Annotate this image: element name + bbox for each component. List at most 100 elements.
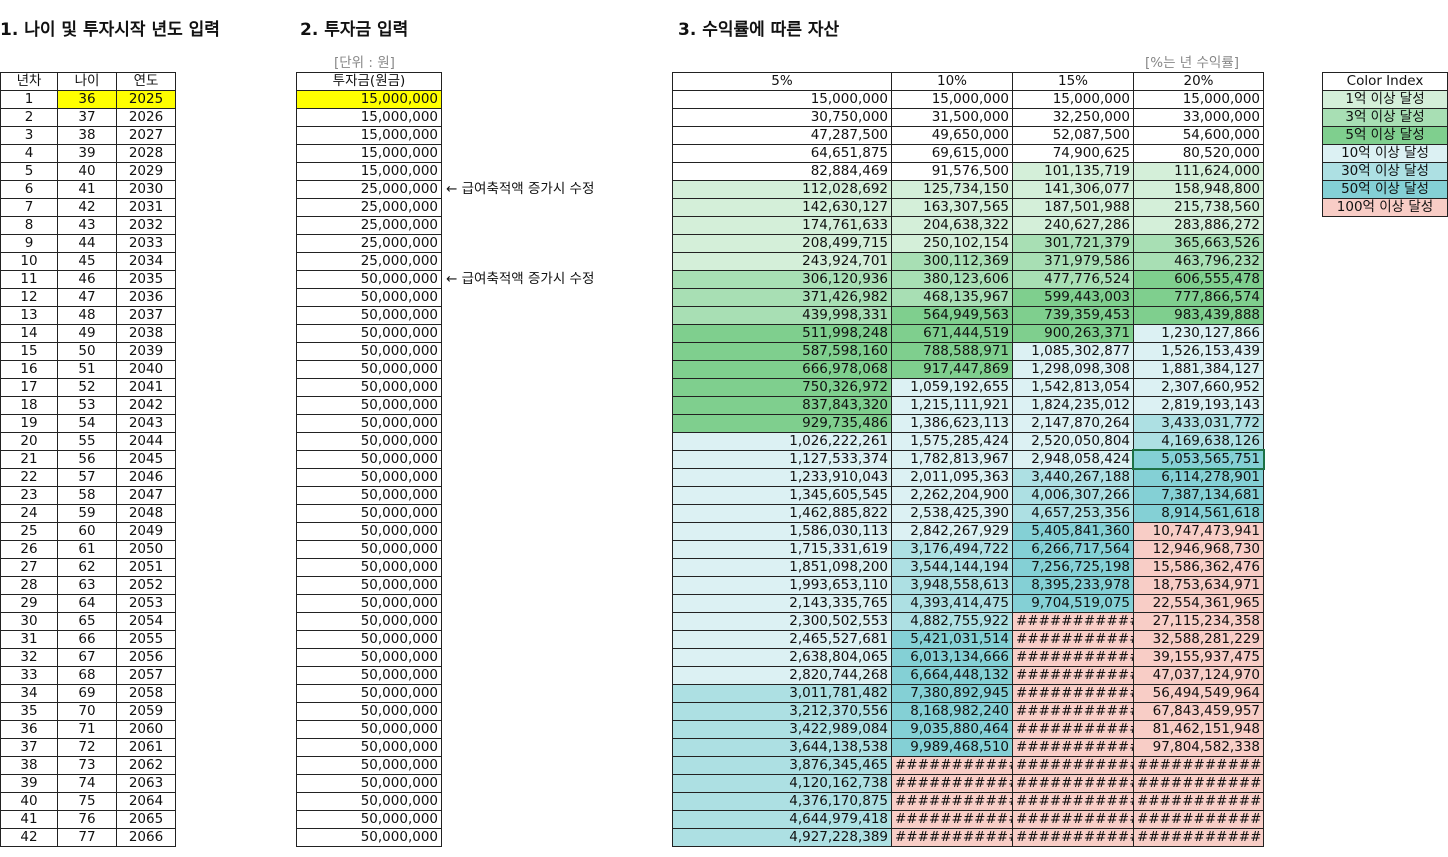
- cell: 9,035,880,464: [891, 720, 1013, 739]
- cell: 59: [57, 504, 117, 523]
- rate-note: [%는 년 수익률]: [1145, 55, 1240, 71]
- cell: 9: [0, 234, 58, 253]
- cell: 240,627,286: [1012, 216, 1134, 235]
- cell: 2048: [116, 504, 176, 523]
- cell: 73: [57, 756, 117, 775]
- cell: 23: [0, 486, 58, 505]
- cell: 2053: [116, 594, 176, 613]
- cell: 75: [57, 792, 117, 811]
- cell: 983,439,888: [1133, 306, 1264, 325]
- cell: 38: [0, 756, 58, 775]
- cell: 301,721,379: [1012, 234, 1134, 253]
- cell: 50,000,000: [296, 558, 442, 577]
- cell: 22: [0, 468, 58, 487]
- cell: 22,554,361,965: [1133, 594, 1264, 613]
- cell: 52,087,500: [1012, 126, 1134, 145]
- cell: 17: [0, 378, 58, 397]
- cell: 13: [0, 306, 58, 325]
- cell: 12: [0, 288, 58, 307]
- cell: 68: [57, 666, 117, 685]
- cell: 54: [57, 414, 117, 433]
- cell: 2,842,267,929: [891, 522, 1013, 541]
- cell: 50,000,000: [296, 378, 442, 397]
- cell: 1,881,384,127: [1133, 360, 1264, 379]
- legend-item: 30억 이상 달성: [1322, 162, 1448, 181]
- cell: 671,444,519: [891, 324, 1013, 343]
- cell: 666,978,068: [672, 360, 892, 379]
- legend-item: 5억 이상 달성: [1322, 126, 1448, 145]
- cell: 32,250,000: [1012, 108, 1134, 127]
- cell: 2059: [116, 702, 176, 721]
- cell: 208,499,715: [672, 234, 892, 253]
- cell: 15,000,000: [891, 90, 1013, 109]
- cell: 61: [57, 540, 117, 559]
- cell: 44: [57, 234, 117, 253]
- cell: 50,000,000: [296, 522, 442, 541]
- cell: ###########: [1133, 792, 1264, 811]
- cell: 91,576,500: [891, 162, 1013, 181]
- cell: 31: [0, 630, 58, 649]
- cell: 2040: [116, 360, 176, 379]
- cell: 1,526,153,439: [1133, 342, 1264, 361]
- cell: 2025: [116, 90, 176, 109]
- cell: 50,000,000: [296, 666, 442, 685]
- cell: 306,120,936: [672, 270, 892, 289]
- cell: 27: [0, 558, 58, 577]
- cell: 174,761,633: [672, 216, 892, 235]
- cell: 69: [57, 684, 117, 703]
- cell: 45: [57, 252, 117, 271]
- cell: 39: [0, 774, 58, 793]
- cell: 8,914,561,618: [1133, 504, 1264, 523]
- cell: 250,102,154: [891, 234, 1013, 253]
- legend-item: 3억 이상 달성: [1322, 108, 1448, 127]
- cell: 2060: [116, 720, 176, 739]
- cell: 9,704,519,075: [1012, 594, 1134, 613]
- cell: 158,948,800: [1133, 180, 1264, 199]
- cell: 468,135,967: [891, 288, 1013, 307]
- cell: 36: [57, 90, 117, 109]
- cell: 40: [0, 792, 58, 811]
- cell: 26: [0, 540, 58, 559]
- cell: 51: [57, 360, 117, 379]
- cell: 50,000,000: [296, 810, 442, 829]
- cell: 439,998,331: [672, 306, 892, 325]
- section-title: 3. 수익률에 따른 자산: [678, 20, 840, 40]
- cell: 82,884,469: [672, 162, 892, 181]
- cell: 47,287,500: [672, 126, 892, 145]
- cell: ###########: [1012, 828, 1134, 847]
- cell: 12,946,968,730: [1133, 540, 1264, 559]
- cell: 4,882,755,922: [891, 612, 1013, 631]
- cell: 101,135,719: [1012, 162, 1134, 181]
- cell: 9,989,468,510: [891, 738, 1013, 757]
- cell: 2043: [116, 414, 176, 433]
- cell: 63: [57, 576, 117, 595]
- header-cell: 투자금(원금): [296, 72, 442, 91]
- cell: 2044: [116, 432, 176, 451]
- cell: ###########: [1012, 720, 1134, 739]
- cell: 142,630,127: [672, 198, 892, 217]
- cell: 215,738,560: [1133, 198, 1264, 217]
- cell: 2058: [116, 684, 176, 703]
- cell: ###########: [1012, 810, 1134, 829]
- cell: 163,307,565: [891, 198, 1013, 217]
- cell: 33,000,000: [1133, 108, 1264, 127]
- cell: 50,000,000: [296, 720, 442, 739]
- cell: 74,900,625: [1012, 144, 1134, 163]
- cell: 50,000,000: [296, 648, 442, 667]
- cell: 3,422,989,084: [672, 720, 892, 739]
- cell: 71: [57, 720, 117, 739]
- cell: 38: [57, 126, 117, 145]
- cell: 2028: [116, 144, 176, 163]
- cell: 18,753,634,971: [1133, 576, 1264, 595]
- cell: 39: [57, 144, 117, 163]
- header-cell: 15%: [1012, 72, 1134, 91]
- cell: ###########: [1133, 828, 1264, 847]
- cell: 2055: [116, 630, 176, 649]
- cell: 15,000,000: [296, 108, 442, 127]
- cell: 15,000,000: [296, 126, 442, 145]
- header-cell: 20%: [1133, 72, 1264, 91]
- cell: 50,000,000: [296, 774, 442, 793]
- cell: 20: [0, 432, 58, 451]
- cell: 2034: [116, 252, 176, 271]
